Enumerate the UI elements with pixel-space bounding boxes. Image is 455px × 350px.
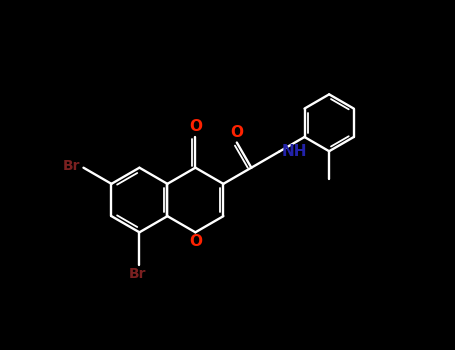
Text: O: O: [230, 125, 243, 140]
Text: Br: Br: [62, 159, 80, 173]
Text: Br: Br: [129, 267, 147, 281]
Text: O: O: [189, 234, 202, 249]
Text: NH: NH: [282, 144, 308, 159]
Text: O: O: [189, 119, 202, 134]
